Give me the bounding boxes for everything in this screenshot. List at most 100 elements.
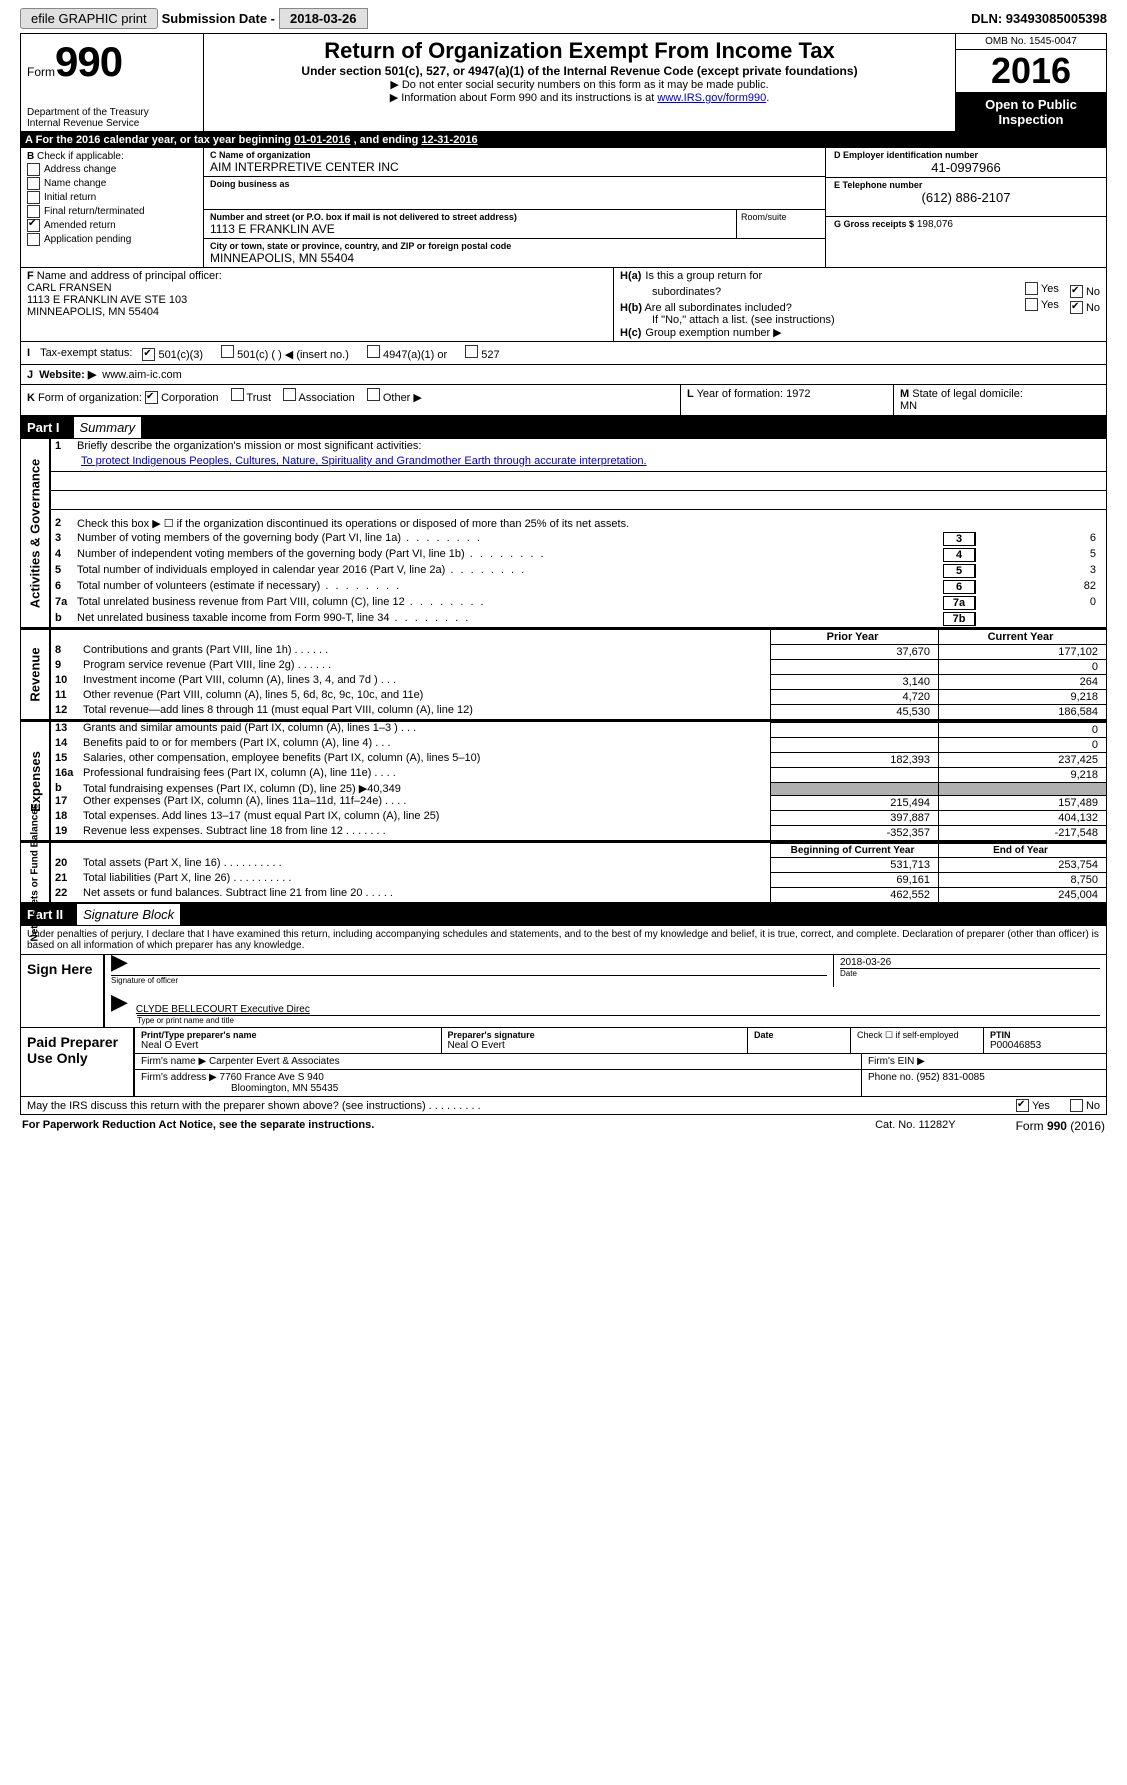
col-c: C Name of organization AIM INTERPRETIVE …: [204, 148, 826, 267]
expenses-vtab: Expenses: [28, 751, 43, 812]
gross-receipts: 198,076: [917, 219, 953, 230]
org-form-1[interactable]: Trust: [231, 392, 272, 404]
header-center: Return of Organization Exempt From Incom…: [204, 34, 956, 131]
m-label: M: [900, 388, 909, 400]
sig-officer-label: Signature of officer: [111, 975, 827, 985]
f-label: F: [27, 270, 34, 282]
officer-addr1: 1113 E FRANKLIN AVE STE 103: [27, 294, 607, 306]
line-15: 15Salaries, other compensation, employee…: [51, 752, 1106, 767]
col-b-label: B: [27, 151, 34, 162]
prep-name-label: Print/Type preparer's name: [141, 1030, 435, 1040]
name-title-label: Type or print name and title: [137, 1015, 1100, 1025]
street: 1113 E FRANKLIN AVE: [210, 222, 730, 236]
expenses-section: Expenses 13Grants and similar amounts pa…: [20, 720, 1107, 841]
revenue-section: Revenue Prior Year Current Year 8Contrib…: [20, 628, 1107, 720]
checkbox-address-change[interactable]: Address change: [27, 163, 197, 176]
signature-block: Under penalties of perjury, I declare th…: [20, 926, 1107, 1097]
ptin: P00046853: [990, 1040, 1100, 1051]
ha-no-checkbox[interactable]: [1070, 285, 1083, 298]
org-form-2[interactable]: Association: [283, 392, 355, 404]
org-form-0[interactable]: Corporation: [145, 392, 219, 404]
checkbox-application-pending[interactable]: Application pending: [27, 233, 197, 246]
prep-name: Neal O Evert: [141, 1040, 435, 1051]
public-inspection: Open to Public Inspection: [956, 93, 1106, 131]
cat-no: Cat. No. 11282Y: [875, 1119, 956, 1133]
hb-yes-checkbox[interactable]: [1025, 298, 1038, 311]
form-title: Return of Organization Exempt From Incom…: [214, 38, 945, 64]
discuss-no-checkbox[interactable]: [1070, 1099, 1083, 1112]
irs-link[interactable]: www.IRS.gov/form990: [657, 92, 766, 104]
dept-irs: Internal Revenue Service: [27, 118, 149, 129]
current-year-header: Current Year: [938, 630, 1106, 644]
row-f: F Name and address of principal officer:…: [21, 268, 614, 341]
gross-label: G Gross receipts $: [834, 219, 914, 229]
ha-yes-checkbox[interactable]: [1025, 282, 1038, 295]
city: MINNEAPOLIS, MN 55404: [210, 251, 819, 265]
revenue-vtab: Revenue: [28, 647, 43, 701]
sign-here-label: Sign Here: [21, 955, 105, 1027]
governance-section: Activities & Governance 1Briefly describ…: [20, 439, 1107, 628]
mission-text: To protect Indigenous Peoples, Cultures,…: [81, 455, 647, 467]
phone: (952) 831-0085: [916, 1072, 984, 1083]
perjury-text: Under penalties of perjury, I declare th…: [21, 926, 1106, 954]
row-klm: K Form of organization: Corporation Trus…: [21, 384, 1106, 415]
public1: Open to Public: [958, 97, 1104, 112]
gov-line-6: 6Total number of volunteers (estimate if…: [51, 579, 1106, 595]
line-17: 17Other expenses (Part IX, column (A), l…: [51, 795, 1106, 810]
k-text: Form of organization:: [38, 392, 142, 404]
firm-name-label: Firm's name ▶: [141, 1056, 206, 1067]
governance-vtab: Activities & Governance: [28, 458, 43, 608]
prep-date-label: Date: [754, 1030, 844, 1040]
hc-label: H(c): [620, 327, 641, 339]
tel: (612) 886-2107: [834, 190, 1098, 205]
form-990-page: efile GRAPHIC print Submission Date - 20…: [0, 0, 1127, 1157]
checkbox-initial-return[interactable]: Initial return: [27, 191, 197, 204]
ha-label: H(a): [620, 270, 641, 282]
note2-post: .: [766, 92, 769, 104]
efile-button[interactable]: efile GRAPHIC print: [20, 8, 158, 29]
tax-status-1[interactable]: 501(c) ( ) ◀ (insert no.): [221, 349, 349, 361]
top-bar: efile GRAPHIC print Submission Date - 20…: [20, 8, 1107, 29]
tax-status-0[interactable]: 501(c)(3): [142, 349, 203, 361]
org-form-3[interactable]: Other ▶: [367, 392, 422, 404]
row-h: H(a) Is this a group return for subordin…: [614, 268, 1106, 341]
self-employed-check[interactable]: Check ☐ if self-employed: [851, 1028, 984, 1053]
row-j: J Website: ▶ www.aim-ic.com: [21, 364, 1106, 384]
tax-status-2[interactable]: 4947(a)(1) or: [367, 349, 447, 361]
prep-sig-label: Preparer's signature: [448, 1030, 742, 1040]
gov-line-5: 5Total number of individuals employed in…: [51, 563, 1106, 579]
ein: 41-0997966: [834, 160, 1098, 175]
line-9: 9Program service revenue (Part VIII, lin…: [51, 659, 1106, 674]
gov-line-4: 4Number of independent voting members of…: [51, 547, 1106, 563]
line-22: 22Net assets or fund balances. Subtract …: [51, 887, 1106, 902]
form-word: Form: [27, 65, 55, 79]
dln: DLN: 93493085005398: [971, 11, 1107, 26]
tax-status-3[interactable]: 527: [465, 349, 499, 361]
line-18: 18Total expenses. Add lines 13–17 (must …: [51, 810, 1106, 825]
part2-title: Signature Block: [77, 904, 180, 925]
hb-text: Are all subordinates included?: [644, 302, 791, 314]
prior-year-header: Prior Year: [770, 630, 938, 644]
prep-sig: Neal O Evert: [448, 1040, 742, 1051]
discuss-yes-checkbox[interactable]: [1016, 1099, 1029, 1112]
line-21: 21Total liabilities (Part X, line 26) . …: [51, 872, 1106, 887]
dba-label: Doing business as: [210, 179, 819, 189]
ha-text2: subordinates?: [652, 286, 721, 298]
checkbox-amended-return[interactable]: Amended return: [27, 219, 197, 232]
line-14: 14Benefits paid to or for members (Part …: [51, 737, 1106, 752]
col-d: D Employer identification number 41-0997…: [826, 148, 1106, 267]
phone-label: Phone no.: [868, 1072, 914, 1083]
form-footer: Form 990 (2016): [1016, 1119, 1105, 1133]
section-a: A For the 2016 calendar year, or tax yea…: [20, 132, 1107, 416]
checkbox-name-change[interactable]: Name change: [27, 177, 197, 190]
line-16a: 16aProfessional fundraising fees (Part I…: [51, 767, 1106, 782]
tel-label: E Telephone number: [834, 180, 1098, 190]
begin-year-header: Beginning of Current Year: [770, 843, 938, 857]
note2-pre: ▶ Information about Form 990 and its ins…: [390, 92, 658, 104]
hc-text: Group exemption number ▶: [645, 326, 781, 339]
public2: Inspection: [958, 112, 1104, 127]
hb-no-checkbox[interactable]: [1070, 301, 1083, 314]
checkbox-final-return-terminated[interactable]: Final return/terminated: [27, 205, 197, 218]
line-20: 20Total assets (Part X, line 16) . . . .…: [51, 857, 1106, 872]
officer-addr2: MINNEAPOLIS, MN 55404: [27, 306, 607, 318]
